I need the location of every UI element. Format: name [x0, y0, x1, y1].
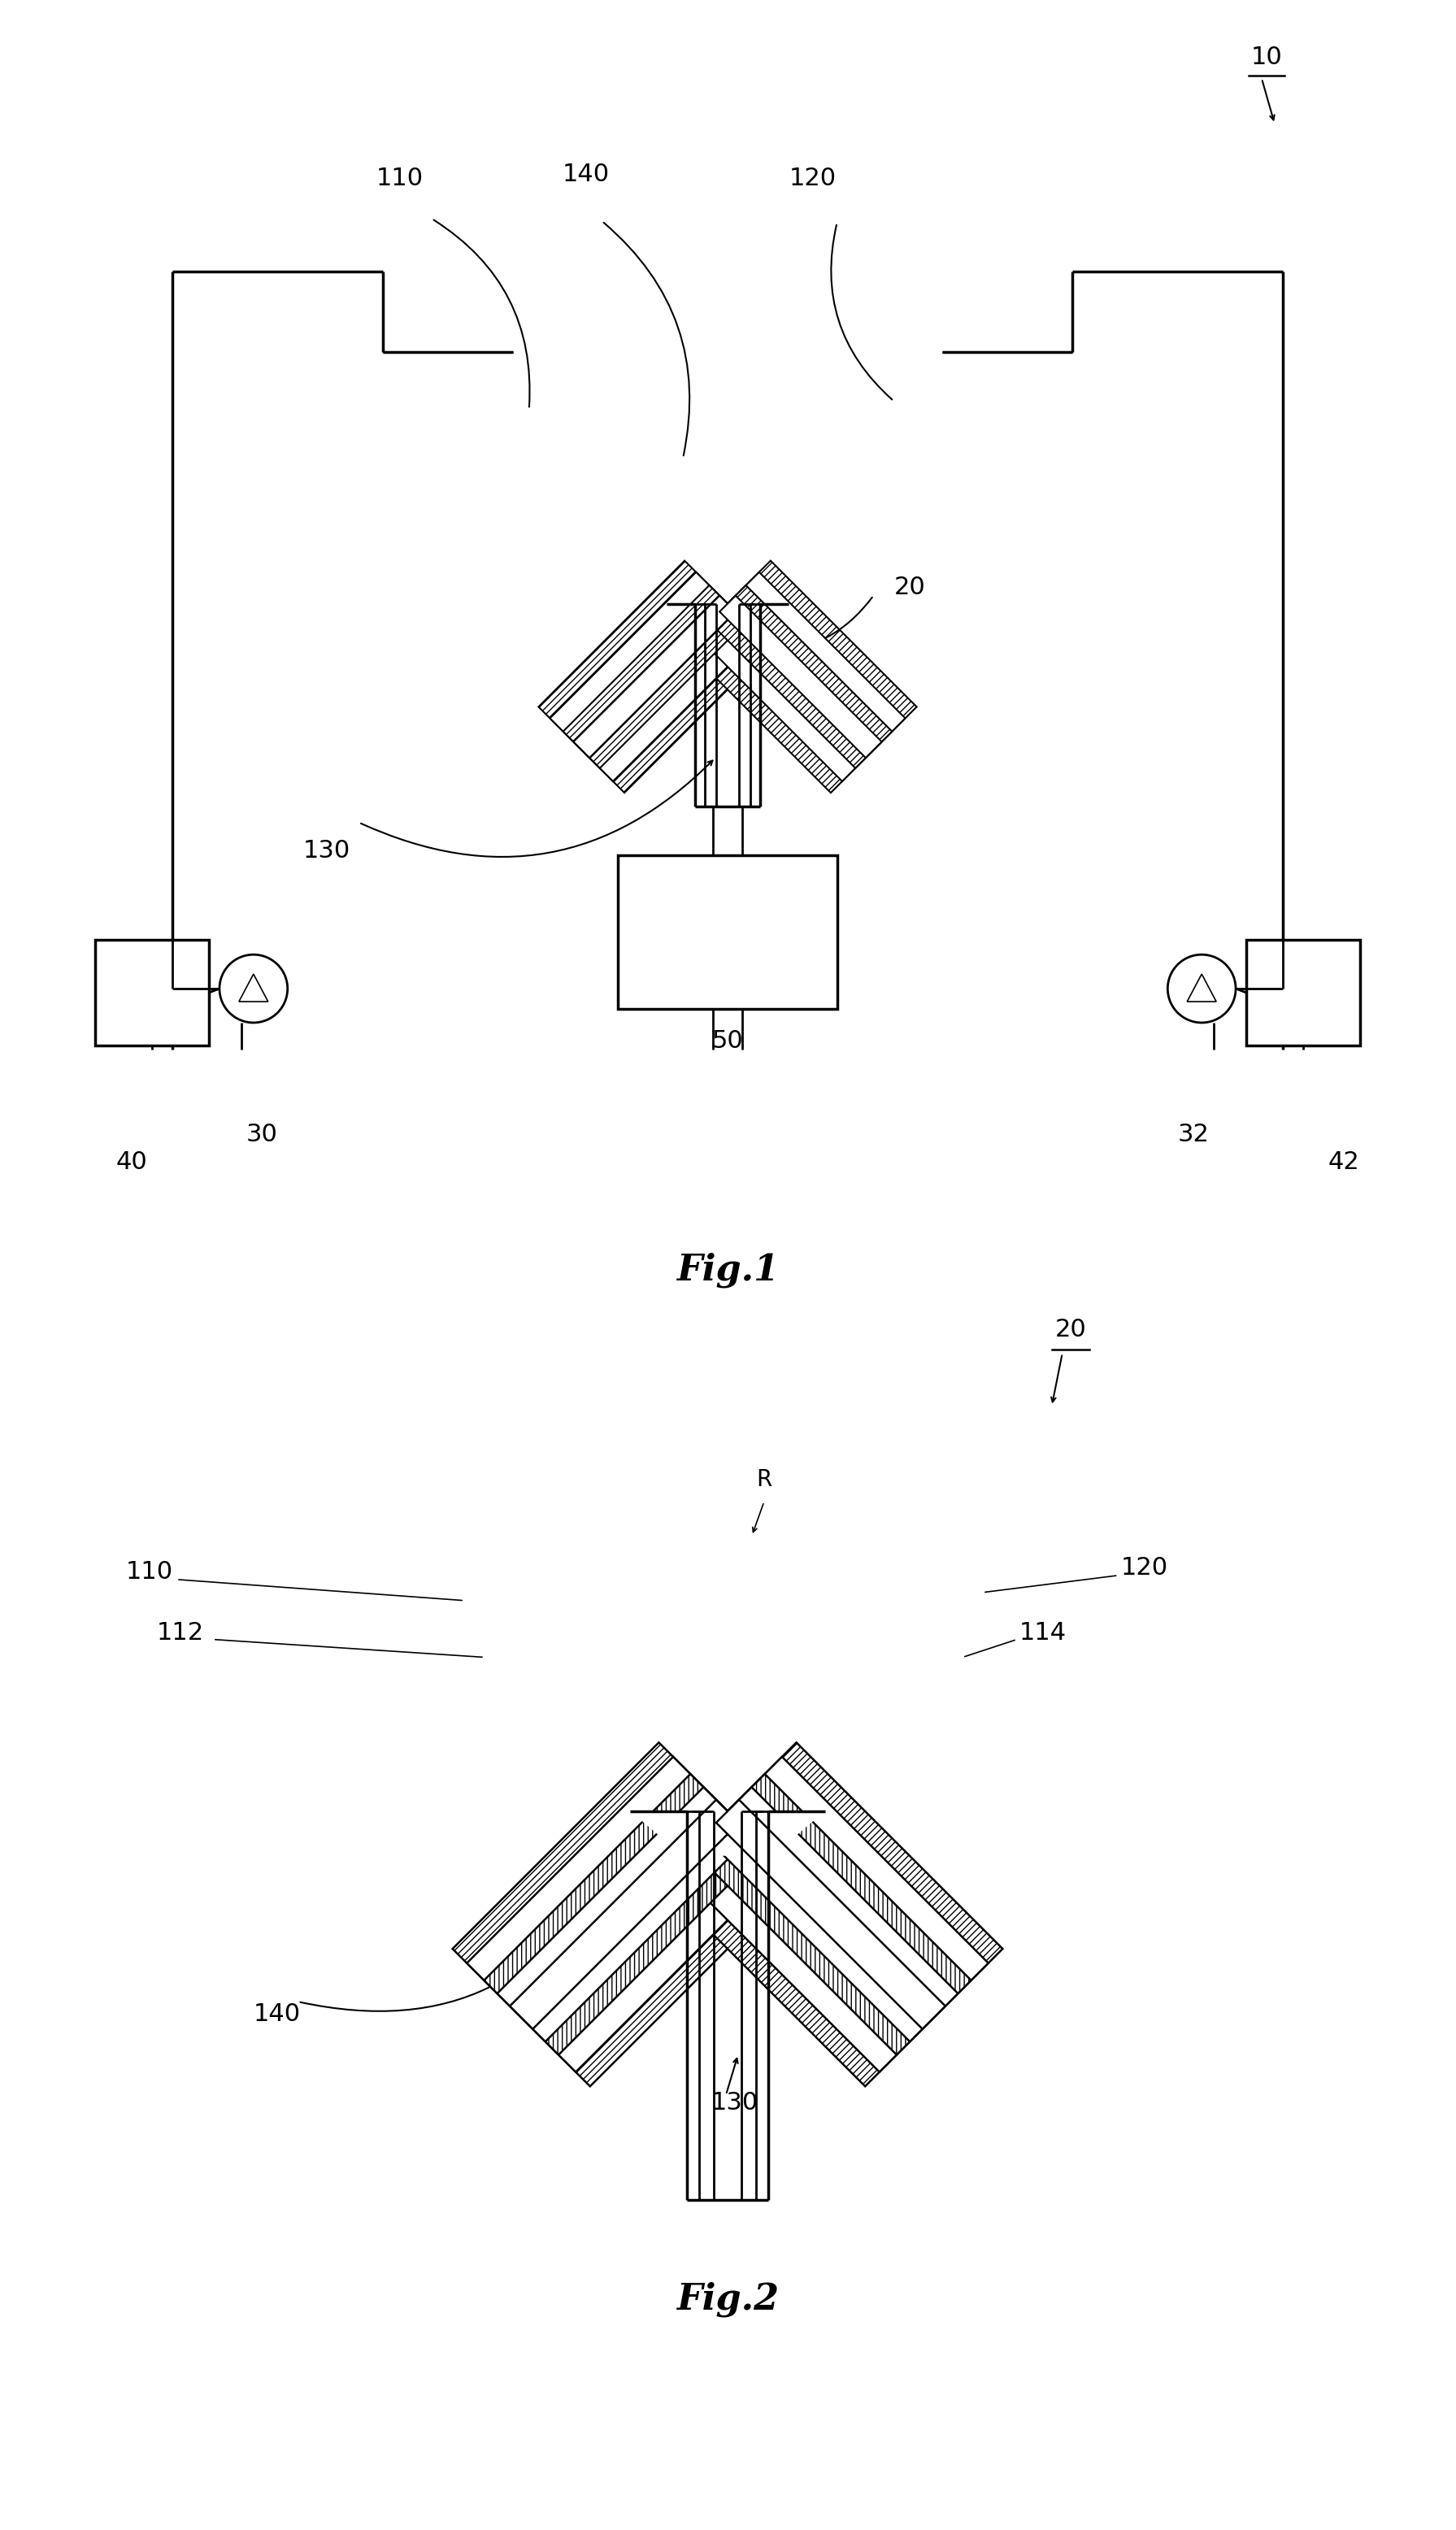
Text: 10: 10	[1251, 46, 1283, 68]
Polygon shape	[550, 572, 759, 782]
Polygon shape	[496, 1786, 751, 2042]
Polygon shape	[510, 1799, 740, 2029]
Text: Fig.1: Fig.1	[677, 1252, 779, 1288]
Text: 40: 40	[116, 1151, 147, 1174]
Circle shape	[220, 954, 287, 1022]
Polygon shape	[709, 584, 893, 769]
Polygon shape	[696, 572, 906, 782]
Polygon shape	[483, 1774, 764, 2054]
Polygon shape	[96, 941, 208, 1045]
Text: 112: 112	[156, 1622, 204, 1645]
Polygon shape	[690, 1774, 971, 2054]
Polygon shape	[239, 974, 268, 1002]
Polygon shape	[619, 855, 837, 1009]
Text: d1: d1	[612, 1870, 641, 1892]
Text: d2: d2	[930, 1938, 960, 1961]
Text: 20: 20	[1054, 1318, 1086, 1341]
Text: C: C	[792, 1789, 808, 1811]
Polygon shape	[684, 562, 917, 792]
Polygon shape	[673, 1756, 989, 2072]
Text: Fig.2: Fig.2	[677, 2282, 779, 2317]
Text: 32: 32	[1178, 1123, 1210, 1146]
Polygon shape	[539, 562, 770, 792]
Polygon shape	[716, 1799, 945, 2029]
Polygon shape	[574, 595, 735, 759]
Text: 114: 114	[1019, 1622, 1067, 1645]
Polygon shape	[703, 1786, 958, 2042]
Polygon shape	[453, 1743, 796, 2087]
Circle shape	[1168, 954, 1236, 1022]
Polygon shape	[1246, 941, 1360, 1045]
Polygon shape	[467, 1756, 782, 2072]
Polygon shape	[658, 1743, 1003, 2087]
Polygon shape	[630, 1811, 826, 1857]
Text: 30: 30	[246, 1123, 278, 1146]
Text: 130: 130	[303, 840, 349, 863]
Text: 50: 50	[712, 1030, 744, 1052]
Text: 110: 110	[376, 167, 424, 190]
Text: 140: 140	[253, 2001, 301, 2027]
Text: 120: 120	[1121, 1556, 1168, 1579]
Text: 110: 110	[125, 1561, 173, 1584]
Text: 20: 20	[894, 577, 925, 600]
Text: 120: 120	[789, 167, 836, 190]
Polygon shape	[563, 584, 745, 769]
Text: 140: 140	[562, 162, 610, 187]
Text: 42: 42	[1328, 1151, 1360, 1174]
Polygon shape	[719, 595, 882, 759]
Polygon shape	[1187, 974, 1216, 1002]
Text: 130: 130	[712, 2092, 759, 2115]
Text: R: R	[756, 1467, 772, 1490]
